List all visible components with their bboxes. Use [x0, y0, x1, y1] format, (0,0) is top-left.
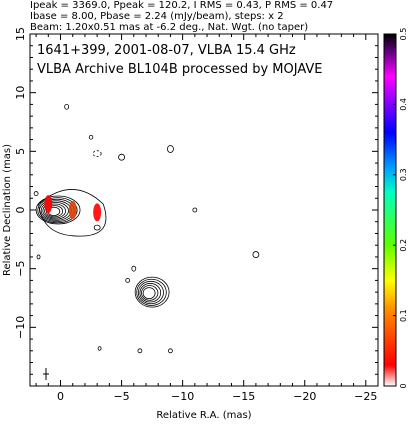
contour-blob: [131, 265, 137, 272]
contour-blob: [88, 134, 94, 140]
y-tick-label: 0: [14, 207, 27, 214]
colorbar-tick-label: 0: [399, 383, 408, 388]
header-line-2: Ibase = 8.00, Pbase = 2.24 (mJy/beam), s…: [30, 11, 284, 22]
colorbar: [383, 33, 397, 387]
contour-blob: [64, 103, 70, 110]
x-tick-label: −10: [171, 390, 194, 403]
x-tick-label: −20: [293, 390, 316, 403]
contour-core: [44, 203, 66, 219]
contour-core: [37, 197, 78, 224]
x-tick-label: −15: [232, 390, 255, 403]
colorbar-tick-label: 0.4: [399, 98, 408, 111]
y-tick-label: −10: [14, 316, 27, 339]
y-tick-label: 5: [14, 148, 27, 155]
polarization-patch: [93, 203, 102, 222]
header-line-1: Ipeak = 3369.0, Ppeak = 120.2, I RMS = 0…: [30, 0, 334, 11]
contour-jet-knot: [142, 287, 156, 300]
polarization-patch: [68, 201, 77, 219]
contour-jet: [38, 189, 107, 237]
colorbar-tick-label: 0.3: [399, 168, 408, 181]
plot-frame: [29, 33, 379, 387]
contour-blob: [192, 207, 198, 213]
x-tick-label: −25: [354, 390, 377, 403]
contour-jet-knot: [137, 280, 164, 305]
contour-core: [42, 202, 69, 220]
contour-blob: [93, 224, 101, 231]
y-tick-label: −5: [14, 261, 27, 277]
contour-jet-knot: [139, 283, 162, 303]
y-axis-label: Relative Declination (mas): [2, 144, 13, 276]
contour-negative: [92, 150, 102, 158]
processing-label: VLBA Archive BL104B processed by MOJAVE: [37, 62, 323, 77]
colorbar-tick-label: 0.2: [399, 239, 408, 252]
contour-blob: [118, 153, 125, 161]
contour-blob: [97, 346, 102, 351]
contour-blob: [125, 277, 131, 283]
contour-blob: [167, 145, 174, 153]
x-tick-label: −5: [113, 390, 129, 403]
contour-blob: [36, 254, 41, 260]
contour-jet-knot: [141, 285, 159, 301]
header-line-3: Beam: 1.20x0.51 mas at -6.2 deg., Nat. W…: [30, 22, 309, 33]
contour-blob: [33, 191, 39, 196]
polarization-patch: [44, 195, 53, 214]
contour-blob: [168, 348, 173, 354]
colorbar-tick-label: 0.1: [399, 309, 408, 322]
beam-marker: [43, 368, 49, 380]
contour-jet-knot: [134, 276, 170, 308]
contour-jet-knot: [136, 278, 167, 306]
x-tick-label: 0: [57, 390, 64, 403]
contour-core: [35, 195, 81, 225]
x-axis-label: Relative R.A. (mas): [156, 410, 251, 421]
contour-blob: [252, 251, 260, 258]
contour-blob: [137, 348, 143, 354]
y-tick-label: 10: [14, 86, 27, 100]
colorbar-tick-label: 0.5: [399, 28, 408, 41]
source-label: 1641+399, 2001-08-07, VLBA 15.4 GHz: [37, 43, 296, 58]
y-tick-label: 15: [14, 27, 27, 41]
